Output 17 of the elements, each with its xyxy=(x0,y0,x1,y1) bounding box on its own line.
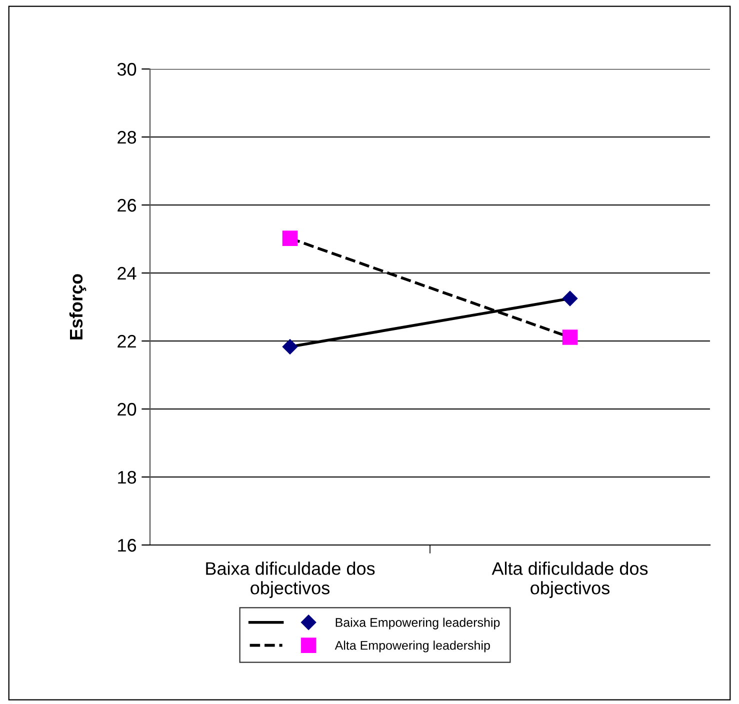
y-tick-label: 30 xyxy=(117,62,136,76)
y-tick-label: 22 xyxy=(118,334,136,348)
y-tick-label: 16 xyxy=(118,538,136,552)
legend-label: Baixa Empowering leadership xyxy=(336,618,500,630)
point xyxy=(562,330,578,345)
point xyxy=(282,230,298,246)
y-tick-label: 24 xyxy=(118,266,136,280)
y-axis-title: Esforço xyxy=(69,274,86,340)
legend-label: Alta Empowering leadership xyxy=(334,640,490,652)
point xyxy=(562,290,578,306)
y-tick-label: 18 xyxy=(118,470,136,484)
y-tick-label: 26 xyxy=(118,198,136,212)
y-tick-label: 20 xyxy=(118,402,136,416)
point xyxy=(282,339,298,354)
x-tick-label: Alta dificuldade dos objectivos xyxy=(492,562,648,598)
x-tick-label: Baixa dificuldade dos objectivos xyxy=(206,562,375,598)
y-tick-label: 28 xyxy=(118,130,136,144)
